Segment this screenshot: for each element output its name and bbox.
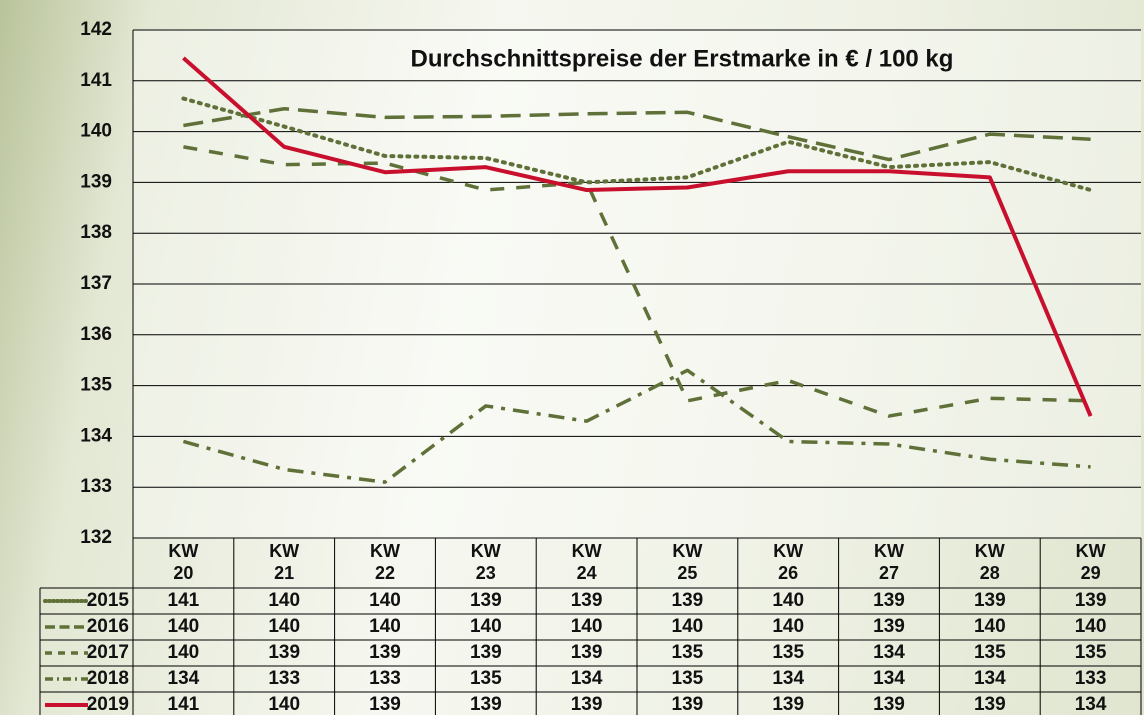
value-label: 140: [974, 616, 1006, 637]
y-tick-label: 132: [80, 527, 112, 548]
value-label: 134: [571, 668, 603, 689]
value-label: 133: [1075, 668, 1107, 689]
value-label: 139: [369, 694, 401, 715]
value-label: 140: [1075, 616, 1107, 637]
value-label: 140: [772, 616, 804, 637]
legend-label: 2017: [87, 642, 129, 663]
value-label: 140: [268, 694, 300, 715]
value-label: 135: [672, 668, 704, 689]
y-tick-label: 142: [80, 19, 112, 40]
value-label: 135: [772, 642, 804, 663]
legend-label: 2016: [87, 616, 129, 637]
x-tick-label: KW 25: [672, 541, 703, 583]
y-tick-label: 135: [80, 375, 112, 396]
value-label: 135: [672, 642, 704, 663]
value-label: 140: [369, 590, 401, 611]
legend-label: 2015: [87, 590, 130, 611]
value-label: 134: [772, 668, 804, 689]
value-label: 140: [571, 616, 603, 637]
x-tick-label: KW 24: [571, 541, 602, 583]
x-tick-label: KW 22: [370, 541, 400, 583]
value-label: 139: [470, 590, 502, 611]
x-tick-label: KW 27: [874, 541, 904, 583]
x-tick-label: KW 20: [168, 541, 199, 583]
chart-title: Durchschnittspreise der Erstmarke in € /…: [411, 45, 954, 72]
value-label: 134: [168, 668, 200, 689]
value-label: 133: [369, 668, 401, 689]
x-tick-label: KW 23: [470, 541, 501, 583]
x-tick-label: KW 26: [773, 541, 804, 583]
y-tick-label: 140: [80, 121, 112, 142]
value-label: 140: [268, 616, 300, 637]
series-line: [183, 106, 1091, 162]
value-label: 135: [1075, 642, 1107, 663]
value-label: 139: [672, 694, 704, 715]
value-label: 133: [268, 668, 300, 689]
value-label: 139: [873, 694, 905, 715]
y-tick-label: 141: [80, 70, 112, 91]
value-label: 135: [470, 668, 502, 689]
y-tick-label: 136: [80, 324, 112, 345]
value-label: 139: [470, 642, 502, 663]
value-label: 139: [268, 642, 300, 663]
value-label: 140: [168, 616, 200, 637]
value-label: 139: [873, 590, 905, 611]
value-label: 139: [571, 590, 603, 611]
legend-label: 2019: [87, 694, 129, 715]
value-label: 139: [571, 694, 603, 715]
value-label: 139: [873, 616, 905, 637]
x-tick-label: KW 29: [1075, 541, 1106, 583]
series-line: [182, 368, 1091, 484]
series-line: [182, 56, 1093, 417]
value-label: 139: [1075, 590, 1107, 611]
value-label: 139: [369, 642, 401, 663]
x-tick-label: KW 21: [269, 541, 300, 583]
y-tick-label: 133: [80, 476, 112, 497]
value-label: 141: [168, 694, 200, 715]
value-label: 134: [873, 642, 905, 663]
value-label: 139: [974, 694, 1006, 715]
value-label: 140: [168, 642, 200, 663]
value-label: 139: [672, 590, 704, 611]
series-line: [181, 96, 1093, 193]
legend-label: 2018: [87, 668, 129, 689]
value-label: 134: [1075, 694, 1107, 715]
value-label: 140: [268, 590, 300, 611]
value-label: 134: [974, 668, 1006, 689]
y-tick-label: 138: [80, 222, 112, 243]
value-label: 134: [873, 668, 905, 689]
series-line: [183, 145, 1091, 418]
y-tick-label: 134: [80, 425, 112, 446]
value-label: 139: [974, 590, 1006, 611]
y-tick-label: 139: [80, 171, 112, 192]
value-label: 139: [571, 642, 603, 663]
value-label: 140: [672, 616, 704, 637]
value-label: 140: [470, 616, 502, 637]
x-tick-label: KW 28: [974, 541, 1005, 583]
value-label: 141: [168, 590, 200, 611]
y-tick-label: 137: [80, 273, 112, 294]
value-label: 140: [369, 616, 401, 637]
value-label: 139: [470, 694, 502, 715]
value-label: 140: [772, 590, 804, 611]
value-label: 139: [772, 694, 804, 715]
value-label: 135: [974, 642, 1006, 663]
